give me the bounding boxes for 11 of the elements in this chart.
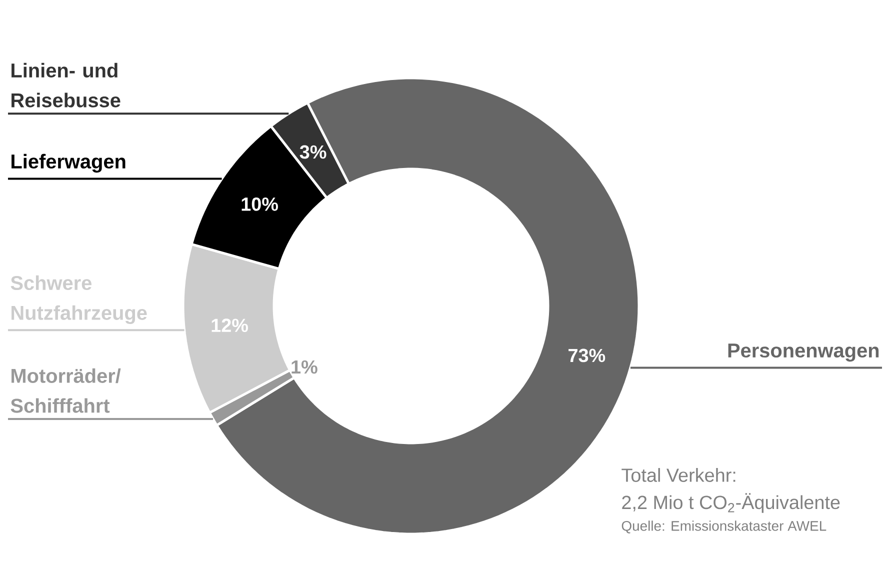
slice-label: Personenwagen [728, 344, 879, 362]
text: 2,2 Mio t CO$_{2}$-Äquivalente [622, 493, 840, 513]
slice-label: Motorräder/ Schifffahrt [10, 368, 121, 413]
data-label: 3% [300, 145, 326, 159]
source-note: Quelle: Emissionskataster AWEL [622, 520, 826, 534]
text: Total Verkehr: [622, 468, 736, 482]
data-label: 73% [568, 348, 606, 362]
data-label: 1% [292, 360, 318, 374]
data-label: 10% [242, 197, 278, 211]
slice-label: Linien- und Reisebusse [12, 62, 120, 108]
slice-label: Lieferwagen [12, 154, 126, 173]
